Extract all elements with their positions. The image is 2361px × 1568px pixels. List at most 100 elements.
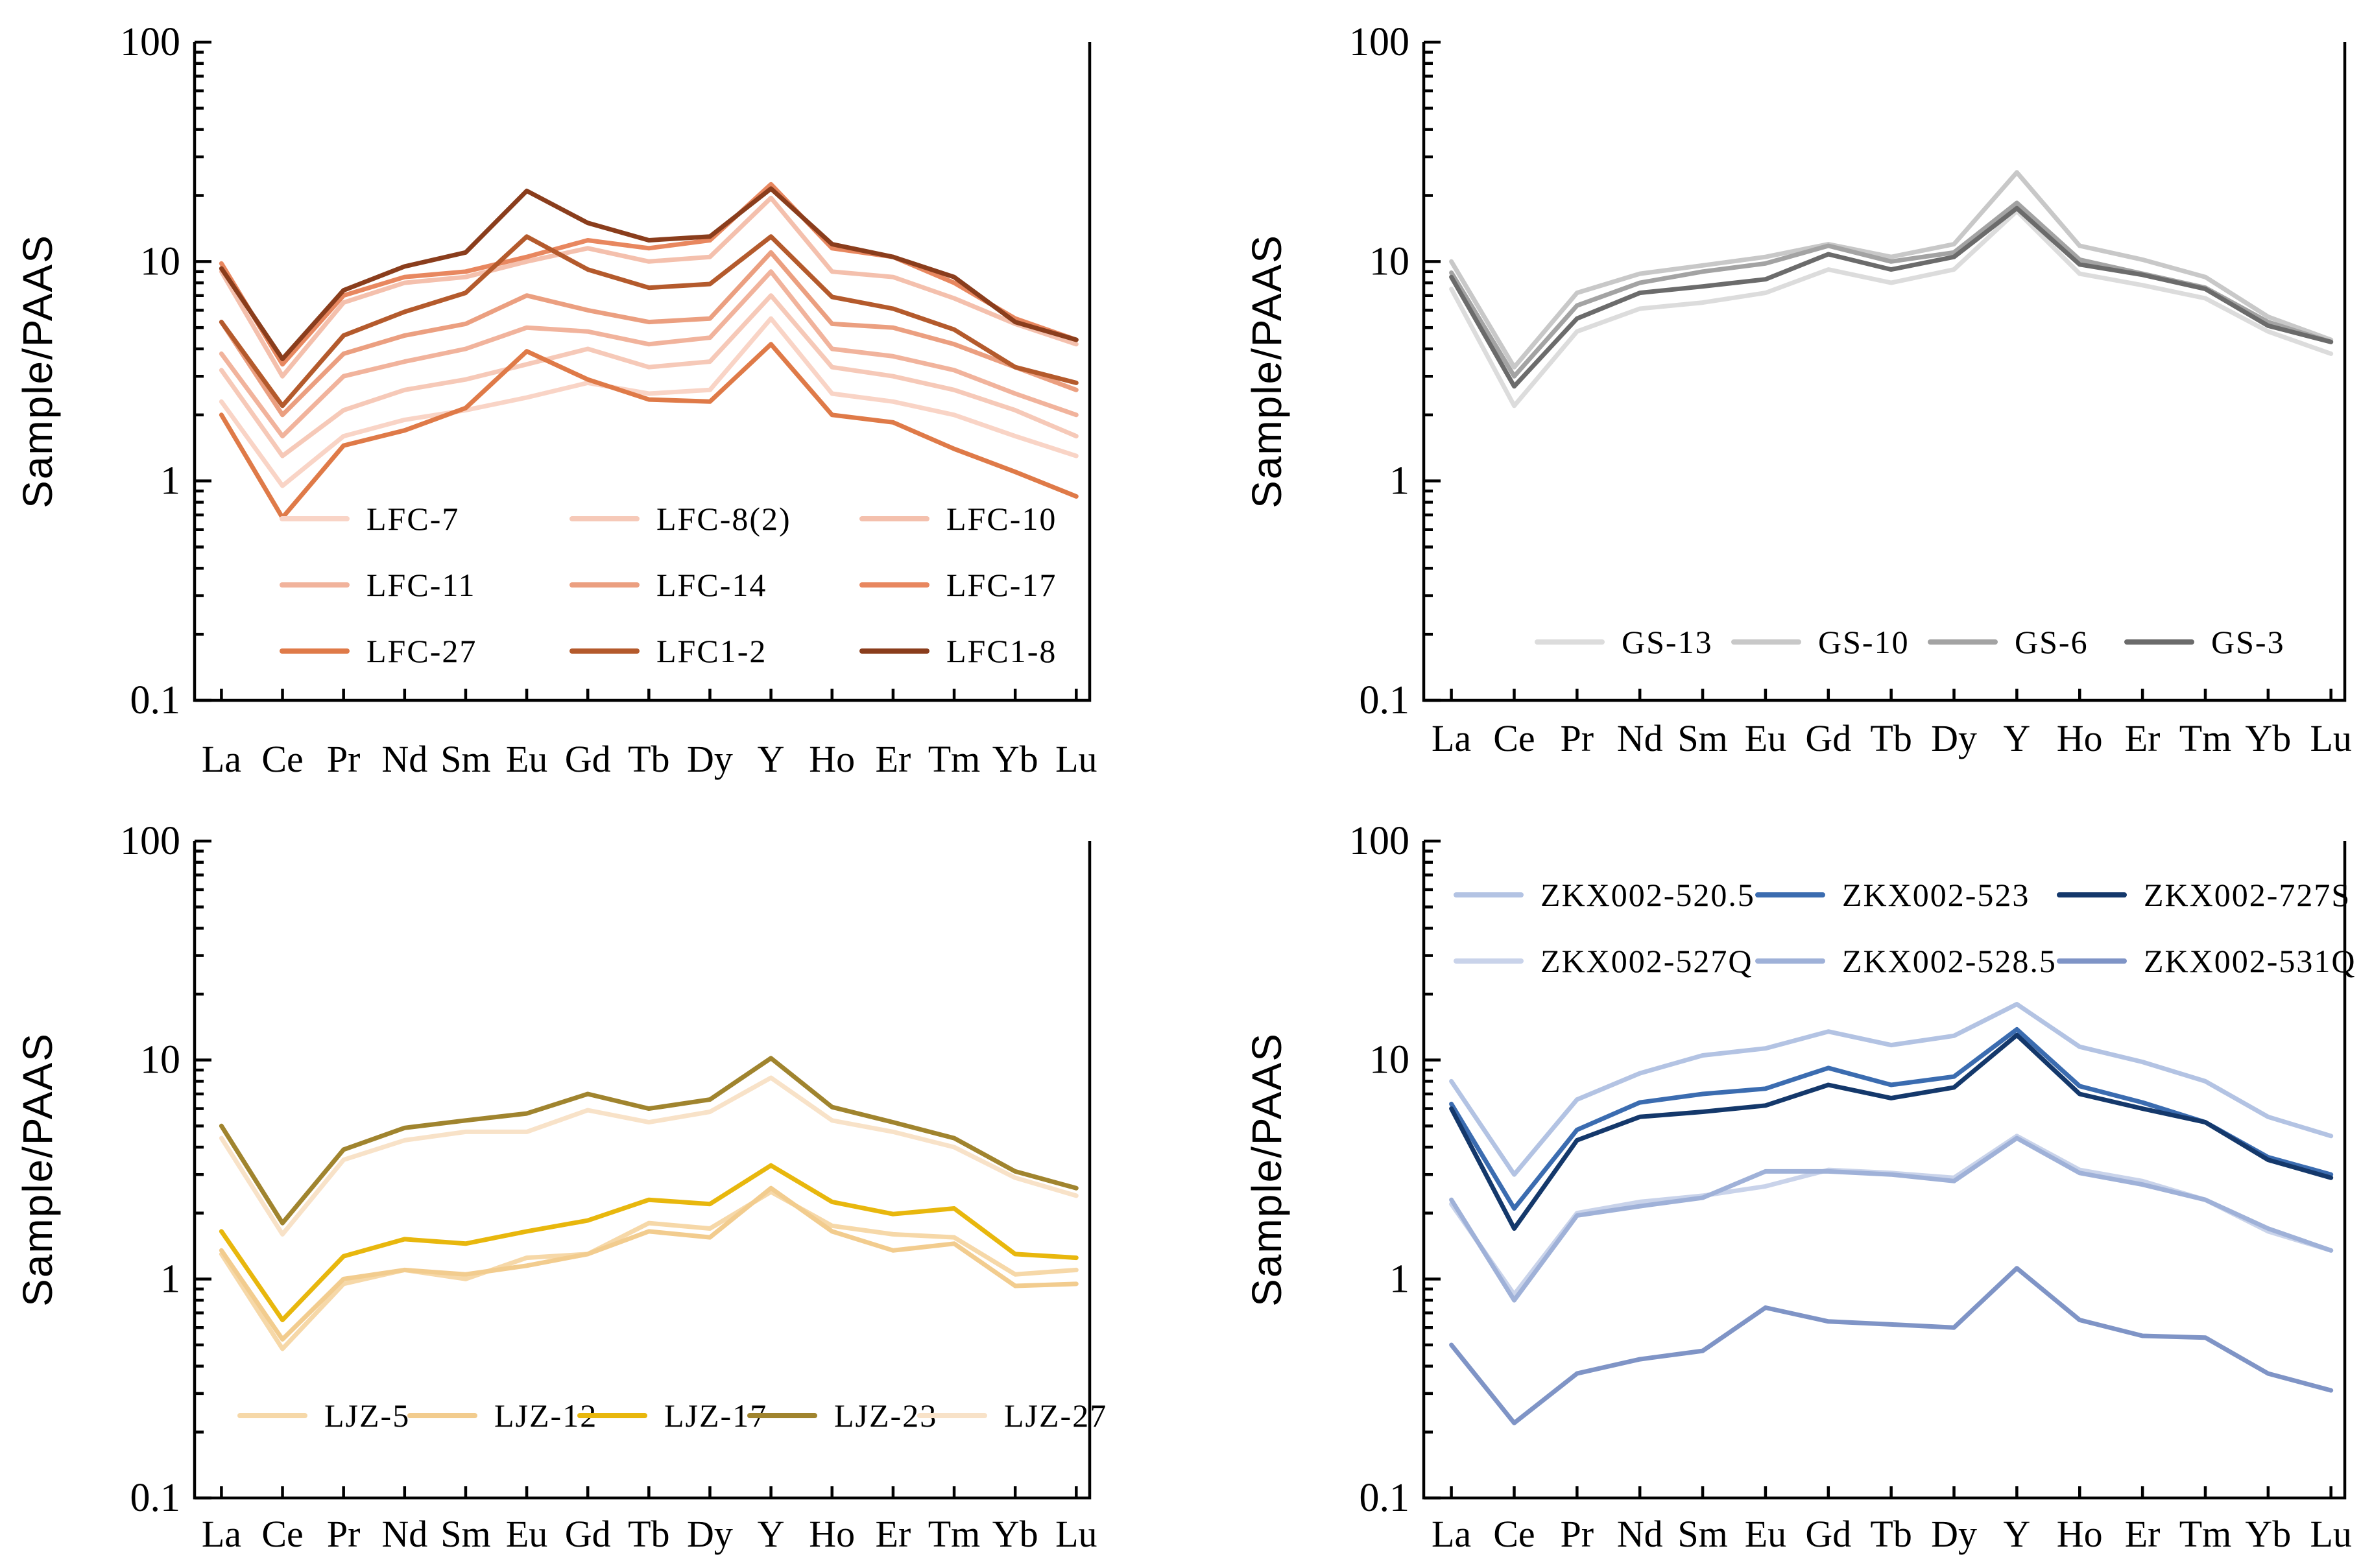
series-line-LFC-8(2) bbox=[219, 293, 1079, 458]
x-tick-label: Ce bbox=[1493, 717, 1535, 759]
y-tick-label: 1 bbox=[160, 1257, 180, 1301]
x-tick-label: Yb bbox=[992, 738, 1038, 780]
series-line-LFC-11 bbox=[219, 269, 1079, 439]
legend-label: GS-3 bbox=[2211, 624, 2285, 660]
legend-label: LFC1-8 bbox=[946, 633, 1057, 669]
x-tick-label: Yb bbox=[2245, 717, 2291, 759]
x-tick-label: Tb bbox=[1870, 1513, 1912, 1555]
x-tick-label: Gd bbox=[1805, 1513, 1851, 1555]
x-tick-label: La bbox=[202, 1513, 241, 1555]
x-tick-label: Lu bbox=[2310, 1513, 2351, 1555]
x-tick-label: Ho bbox=[809, 738, 855, 780]
x-tick-label: Dy bbox=[687, 1513, 733, 1555]
y-tick-label: 1 bbox=[160, 459, 180, 503]
y-tick-label: 10 bbox=[1369, 239, 1409, 283]
x-tick-label: Tm bbox=[928, 1513, 981, 1555]
x-tick-label: Dy bbox=[1931, 1513, 1977, 1555]
x-tick-label: Nd bbox=[381, 1513, 427, 1555]
x-tick-label: Sm bbox=[440, 1513, 490, 1555]
legend-label: LJZ-27 bbox=[1004, 1397, 1107, 1434]
x-tick-label: Er bbox=[876, 1513, 911, 1555]
y-tick-label: 100 bbox=[1349, 20, 1409, 64]
x-tick-label: Pr bbox=[1561, 717, 1594, 759]
x-tick-label: Eu bbox=[1745, 717, 1786, 759]
series-line-LFC-10 bbox=[219, 195, 1079, 379]
x-tick-label: Lu bbox=[1055, 738, 1097, 780]
x-tick-label: Tb bbox=[1870, 717, 1912, 759]
x-tick-label: Nd bbox=[381, 738, 427, 780]
legend-label: ZKX002-531Q bbox=[2144, 943, 2356, 979]
x-tick-label: Eu bbox=[1745, 1513, 1786, 1555]
x-tick-label: Y bbox=[2003, 1513, 2030, 1555]
x-tick-label: Nd bbox=[1617, 717, 1663, 759]
y-tick-label: 0.1 bbox=[130, 1476, 181, 1520]
y-tick-label: 100 bbox=[120, 20, 180, 64]
y-tick-label: 0.1 bbox=[1360, 678, 1410, 722]
y-tick-label: 0.1 bbox=[130, 678, 181, 722]
y-tick-label: 10 bbox=[140, 239, 180, 283]
x-tick-label: Tm bbox=[2179, 1513, 2232, 1555]
x-tick-label: La bbox=[1432, 717, 1471, 759]
series-line-LFC-7 bbox=[219, 316, 1079, 488]
y-axis-label: Sample/PAAS bbox=[1243, 234, 1290, 508]
y-tick-label: 1 bbox=[1389, 459, 1409, 503]
legend-label: GS-13 bbox=[1622, 624, 1713, 660]
x-tick-label: Y bbox=[2003, 717, 2030, 759]
x-tick-label: Tm bbox=[2179, 717, 2232, 759]
y-axis-label: Sample/PAAS bbox=[1243, 1032, 1290, 1307]
series-line-LFC-17 bbox=[219, 182, 1079, 367]
axes-frame bbox=[193, 841, 1092, 1500]
series-line-ZKX002-520.5 bbox=[1449, 1002, 2334, 1177]
y-tick-label: 10 bbox=[1369, 1038, 1409, 1082]
legend-label: LFC1-2 bbox=[656, 633, 767, 669]
legend-label: ZKX002-727S bbox=[2144, 877, 2351, 913]
x-tick-label: Sm bbox=[1677, 717, 1727, 759]
x-tick-label: Sm bbox=[440, 738, 490, 780]
x-tick-label: Ce bbox=[261, 738, 303, 780]
y-tick-label: 1 bbox=[1389, 1257, 1409, 1301]
x-tick-label: Tb bbox=[628, 738, 669, 780]
legend-label: LFC-10 bbox=[946, 501, 1057, 537]
x-tick-label: Eu bbox=[506, 738, 547, 780]
x-tick-label: Nd bbox=[1617, 1513, 1663, 1555]
legend-label: GS-10 bbox=[1818, 624, 1910, 660]
legend: ZKX002-520.5 ZKX002-523 ZKX002-727S ZKX002-… bbox=[1454, 877, 2356, 979]
x-tick-label: Sm bbox=[1677, 1513, 1727, 1555]
series-line-GS-3 bbox=[1449, 206, 2334, 389]
y-axis-label: Sample/PAAS bbox=[14, 234, 61, 508]
x-tick-label: Pr bbox=[1561, 1513, 1594, 1555]
series-line-LFC1-2 bbox=[219, 234, 1079, 409]
x-tick-label: Tm bbox=[928, 738, 981, 780]
legend-label: ZKX002-523 bbox=[1842, 877, 2030, 913]
axes-frame bbox=[193, 42, 1092, 702]
x-tick-label: Er bbox=[876, 738, 911, 780]
legend-label: LFC-11 bbox=[366, 567, 476, 603]
x-tick-label: Ce bbox=[261, 1513, 303, 1555]
x-tick-label: Gd bbox=[565, 738, 611, 780]
x-tick-label: Lu bbox=[1055, 1513, 1097, 1555]
x-tick-label: Yb bbox=[2245, 1513, 2291, 1555]
x-tick-label: Er bbox=[2125, 1513, 2161, 1555]
legend-label: GS-6 bbox=[2015, 624, 2089, 660]
legend: LFC-7 LFC-8(2) LFC-10 LFC-11 LFC-14 LFC-17 LFC… bbox=[280, 501, 1057, 669]
x-tick-label: Eu bbox=[506, 1513, 547, 1555]
axes-frame bbox=[1422, 841, 2347, 1500]
series-line-LFC1-8 bbox=[219, 186, 1079, 361]
x-tick-label: Gd bbox=[1805, 717, 1851, 759]
x-tick-label: Gd bbox=[565, 1513, 611, 1555]
x-tick-label: Ho bbox=[809, 1513, 855, 1555]
series-line-ZKX002-528.5 bbox=[1449, 1135, 2334, 1303]
series-line-LJZ-5 bbox=[219, 1189, 1079, 1351]
series-line-ZKX002-531Q bbox=[1449, 1266, 2334, 1425]
legend-label: LFC-27 bbox=[366, 633, 477, 669]
x-tick-label: Ce bbox=[1493, 1513, 1535, 1555]
x-tick-label: Ho bbox=[2057, 717, 2103, 759]
x-tick-label: Tb bbox=[628, 1513, 669, 1555]
series-line-GS-13 bbox=[1449, 208, 2334, 409]
x-tick-label: Y bbox=[758, 1513, 785, 1555]
series-line-LFC-27 bbox=[219, 342, 1079, 520]
legend-label: LFC-14 bbox=[656, 567, 767, 603]
x-tick-label: Y bbox=[758, 738, 785, 780]
panel-3: 100 10 1 0.1 Sample/PAAS La Ce Pr Nd Sm Eu Gd Tb Dy Y H… bbox=[14, 819, 1107, 1555]
